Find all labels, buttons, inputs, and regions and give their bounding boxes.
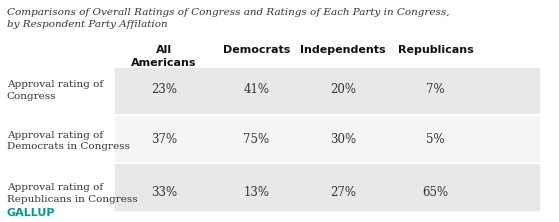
Bar: [115, 68, 538, 115]
Text: 5%: 5%: [426, 133, 445, 146]
Text: Approval rating of
Republicans in Congress: Approval rating of Republicans in Congre…: [7, 183, 138, 204]
Bar: [115, 163, 538, 210]
Text: Approval rating of
Congress: Approval rating of Congress: [7, 80, 103, 101]
Bar: [115, 115, 538, 163]
Text: 27%: 27%: [330, 186, 356, 199]
Text: Republicans: Republicans: [397, 45, 473, 55]
Text: Democrats: Democrats: [222, 45, 290, 55]
Text: 33%: 33%: [151, 186, 177, 199]
Text: 7%: 7%: [426, 83, 445, 96]
Text: 13%: 13%: [243, 186, 269, 199]
Text: 37%: 37%: [151, 133, 177, 146]
Text: Approval rating of
Democrats in Congress: Approval rating of Democrats in Congress: [7, 131, 130, 151]
Text: GALLUP: GALLUP: [7, 208, 55, 218]
Text: All
Americans: All Americans: [131, 45, 197, 68]
Text: Comparisons of Overall Ratings of Congress and Ratings of Each Party in Congress: Comparisons of Overall Ratings of Congre…: [7, 8, 449, 29]
Text: 30%: 30%: [330, 133, 356, 146]
Text: Independents: Independents: [300, 45, 386, 55]
Text: 41%: 41%: [243, 83, 269, 96]
Text: 65%: 65%: [423, 186, 448, 199]
Text: 20%: 20%: [330, 83, 356, 96]
Text: 23%: 23%: [151, 83, 177, 96]
Text: 75%: 75%: [243, 133, 269, 146]
